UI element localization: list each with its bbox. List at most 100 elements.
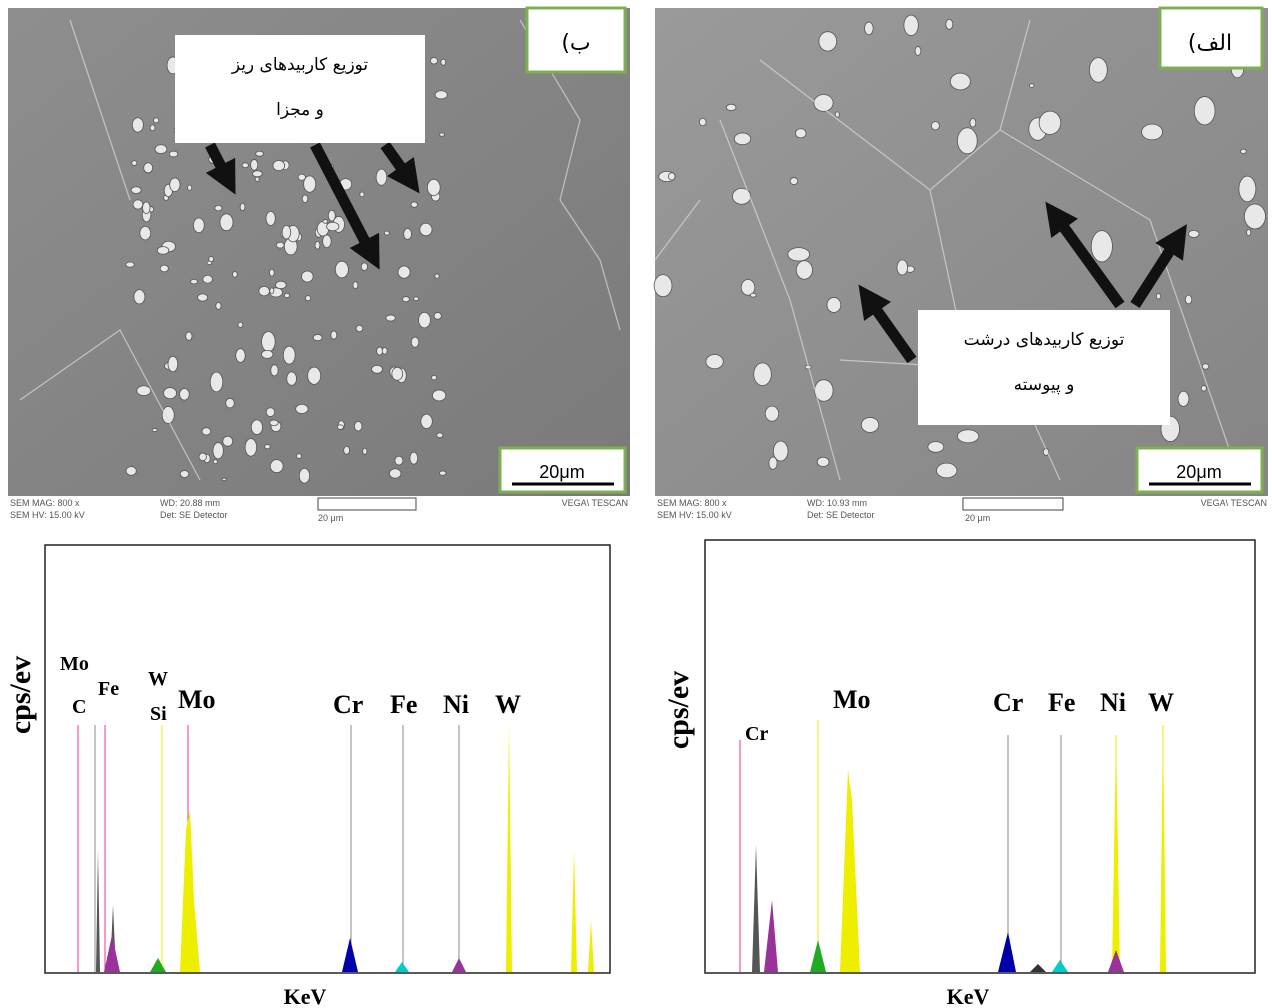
carbide-particle <box>307 366 322 385</box>
carbide-particle <box>265 210 276 226</box>
text: W <box>495 690 521 719</box>
carbide-particle <box>1029 83 1035 88</box>
carbide-particle <box>834 111 840 118</box>
carbide-particle <box>201 427 212 436</box>
carbide-particle <box>202 274 213 284</box>
carbide-particle <box>151 428 158 433</box>
carbide-particle <box>215 301 222 310</box>
text: KeV <box>947 984 990 1008</box>
text: C <box>72 696 86 718</box>
carbide-particle <box>440 58 447 66</box>
carbide-particle <box>753 362 772 387</box>
carbide-particle <box>179 388 190 401</box>
carbide-particle <box>914 46 922 56</box>
carbide-particle <box>254 176 260 182</box>
carbide-particle <box>969 118 977 128</box>
carbide-particle <box>772 440 789 462</box>
carbide-particle <box>232 271 238 278</box>
text: Fe <box>98 678 119 700</box>
carbide-particle <box>269 419 279 427</box>
carbide-particle <box>154 144 168 154</box>
text: Ni <box>1100 688 1126 717</box>
text: توزیع کاربیدهای ریز <box>231 55 369 75</box>
carbide-particle <box>420 413 433 429</box>
carbide-particle <box>222 435 234 447</box>
carbide-particle <box>1200 385 1207 392</box>
carbide-particle <box>936 462 958 479</box>
carbide-particle <box>206 260 213 265</box>
carbide-particle <box>159 264 169 273</box>
text: W <box>1148 688 1174 717</box>
carbide-particle <box>303 175 317 193</box>
carbide-particle <box>860 417 880 433</box>
carbide-particle <box>1201 363 1210 370</box>
text: W <box>148 668 168 690</box>
text: Ni <box>443 690 469 719</box>
carbide-particle <box>336 424 344 430</box>
carbide-particle <box>149 124 156 132</box>
carbide-particle <box>1141 123 1163 141</box>
carbide-particle <box>301 194 309 203</box>
carbide-particle <box>413 296 419 301</box>
carbide-particle <box>430 57 438 65</box>
carbide-particle <box>1038 110 1062 135</box>
carbide-particle <box>768 456 778 470</box>
carbide-particle <box>163 387 177 400</box>
carbide-particle <box>270 364 279 377</box>
carbide-particle <box>241 162 249 169</box>
carbide-particle <box>903 14 919 36</box>
info-scale <box>962 497 1064 511</box>
carbide-particle <box>1088 57 1108 83</box>
grain-boundaries <box>19 19 1241 481</box>
carbide-particle <box>409 451 419 465</box>
text: Det: SE Detector <box>160 510 228 520</box>
carbide-particle <box>1177 390 1190 407</box>
carbide-particle <box>733 132 752 146</box>
text: Mo <box>833 685 871 714</box>
carbide-particle <box>371 364 383 374</box>
carbide-particle <box>330 330 338 340</box>
annotation-box <box>918 310 1170 425</box>
text: ب) <box>561 31 590 56</box>
text: 20μm <box>1176 462 1221 482</box>
carbide-particle <box>252 170 263 178</box>
info-scale <box>317 497 417 511</box>
carbide-particle <box>384 230 390 236</box>
annotation-box <box>175 35 425 143</box>
spectrum-peaks <box>96 725 1166 972</box>
text: Cr <box>745 723 768 745</box>
text: توزیع کاربیدهای درشت <box>964 330 1125 350</box>
text: 20 μm <box>318 513 343 523</box>
carbide-particle <box>187 184 193 191</box>
text: SEM MAG: 800 x <box>657 498 727 508</box>
carbide-particle <box>945 18 954 30</box>
carbide-particle <box>314 240 321 250</box>
carbide-particle <box>376 346 384 356</box>
text: SEM HV: 15.00 kV <box>657 510 732 520</box>
carbide-particle <box>125 261 135 268</box>
text: SEM HV: 15.00 kV <box>10 510 85 520</box>
carbide-particle <box>927 441 945 453</box>
carbide-particle <box>402 296 410 303</box>
text: Det: SE Detector <box>807 510 875 520</box>
carbide-particle <box>1184 294 1193 305</box>
carbide-particle <box>818 31 838 52</box>
spectrum-frame <box>704 539 1256 974</box>
carbide-particle <box>326 221 340 232</box>
text: Mo <box>60 653 89 675</box>
carbide-particle <box>295 403 309 414</box>
carbide-particle <box>225 397 235 409</box>
carbide-particle <box>179 470 190 478</box>
carbide-particle <box>244 438 258 457</box>
text: WD: 10.93 mm <box>807 498 867 508</box>
carbide-particle <box>403 228 412 240</box>
carbide-particle <box>219 213 234 232</box>
carbide-particle <box>433 312 442 320</box>
carbide-particle <box>197 293 208 302</box>
text: Si <box>150 703 167 725</box>
carbide-particle <box>258 286 270 297</box>
carbide-particle <box>438 470 447 476</box>
carbide-particle <box>131 117 144 133</box>
carbide-particle <box>275 280 287 290</box>
